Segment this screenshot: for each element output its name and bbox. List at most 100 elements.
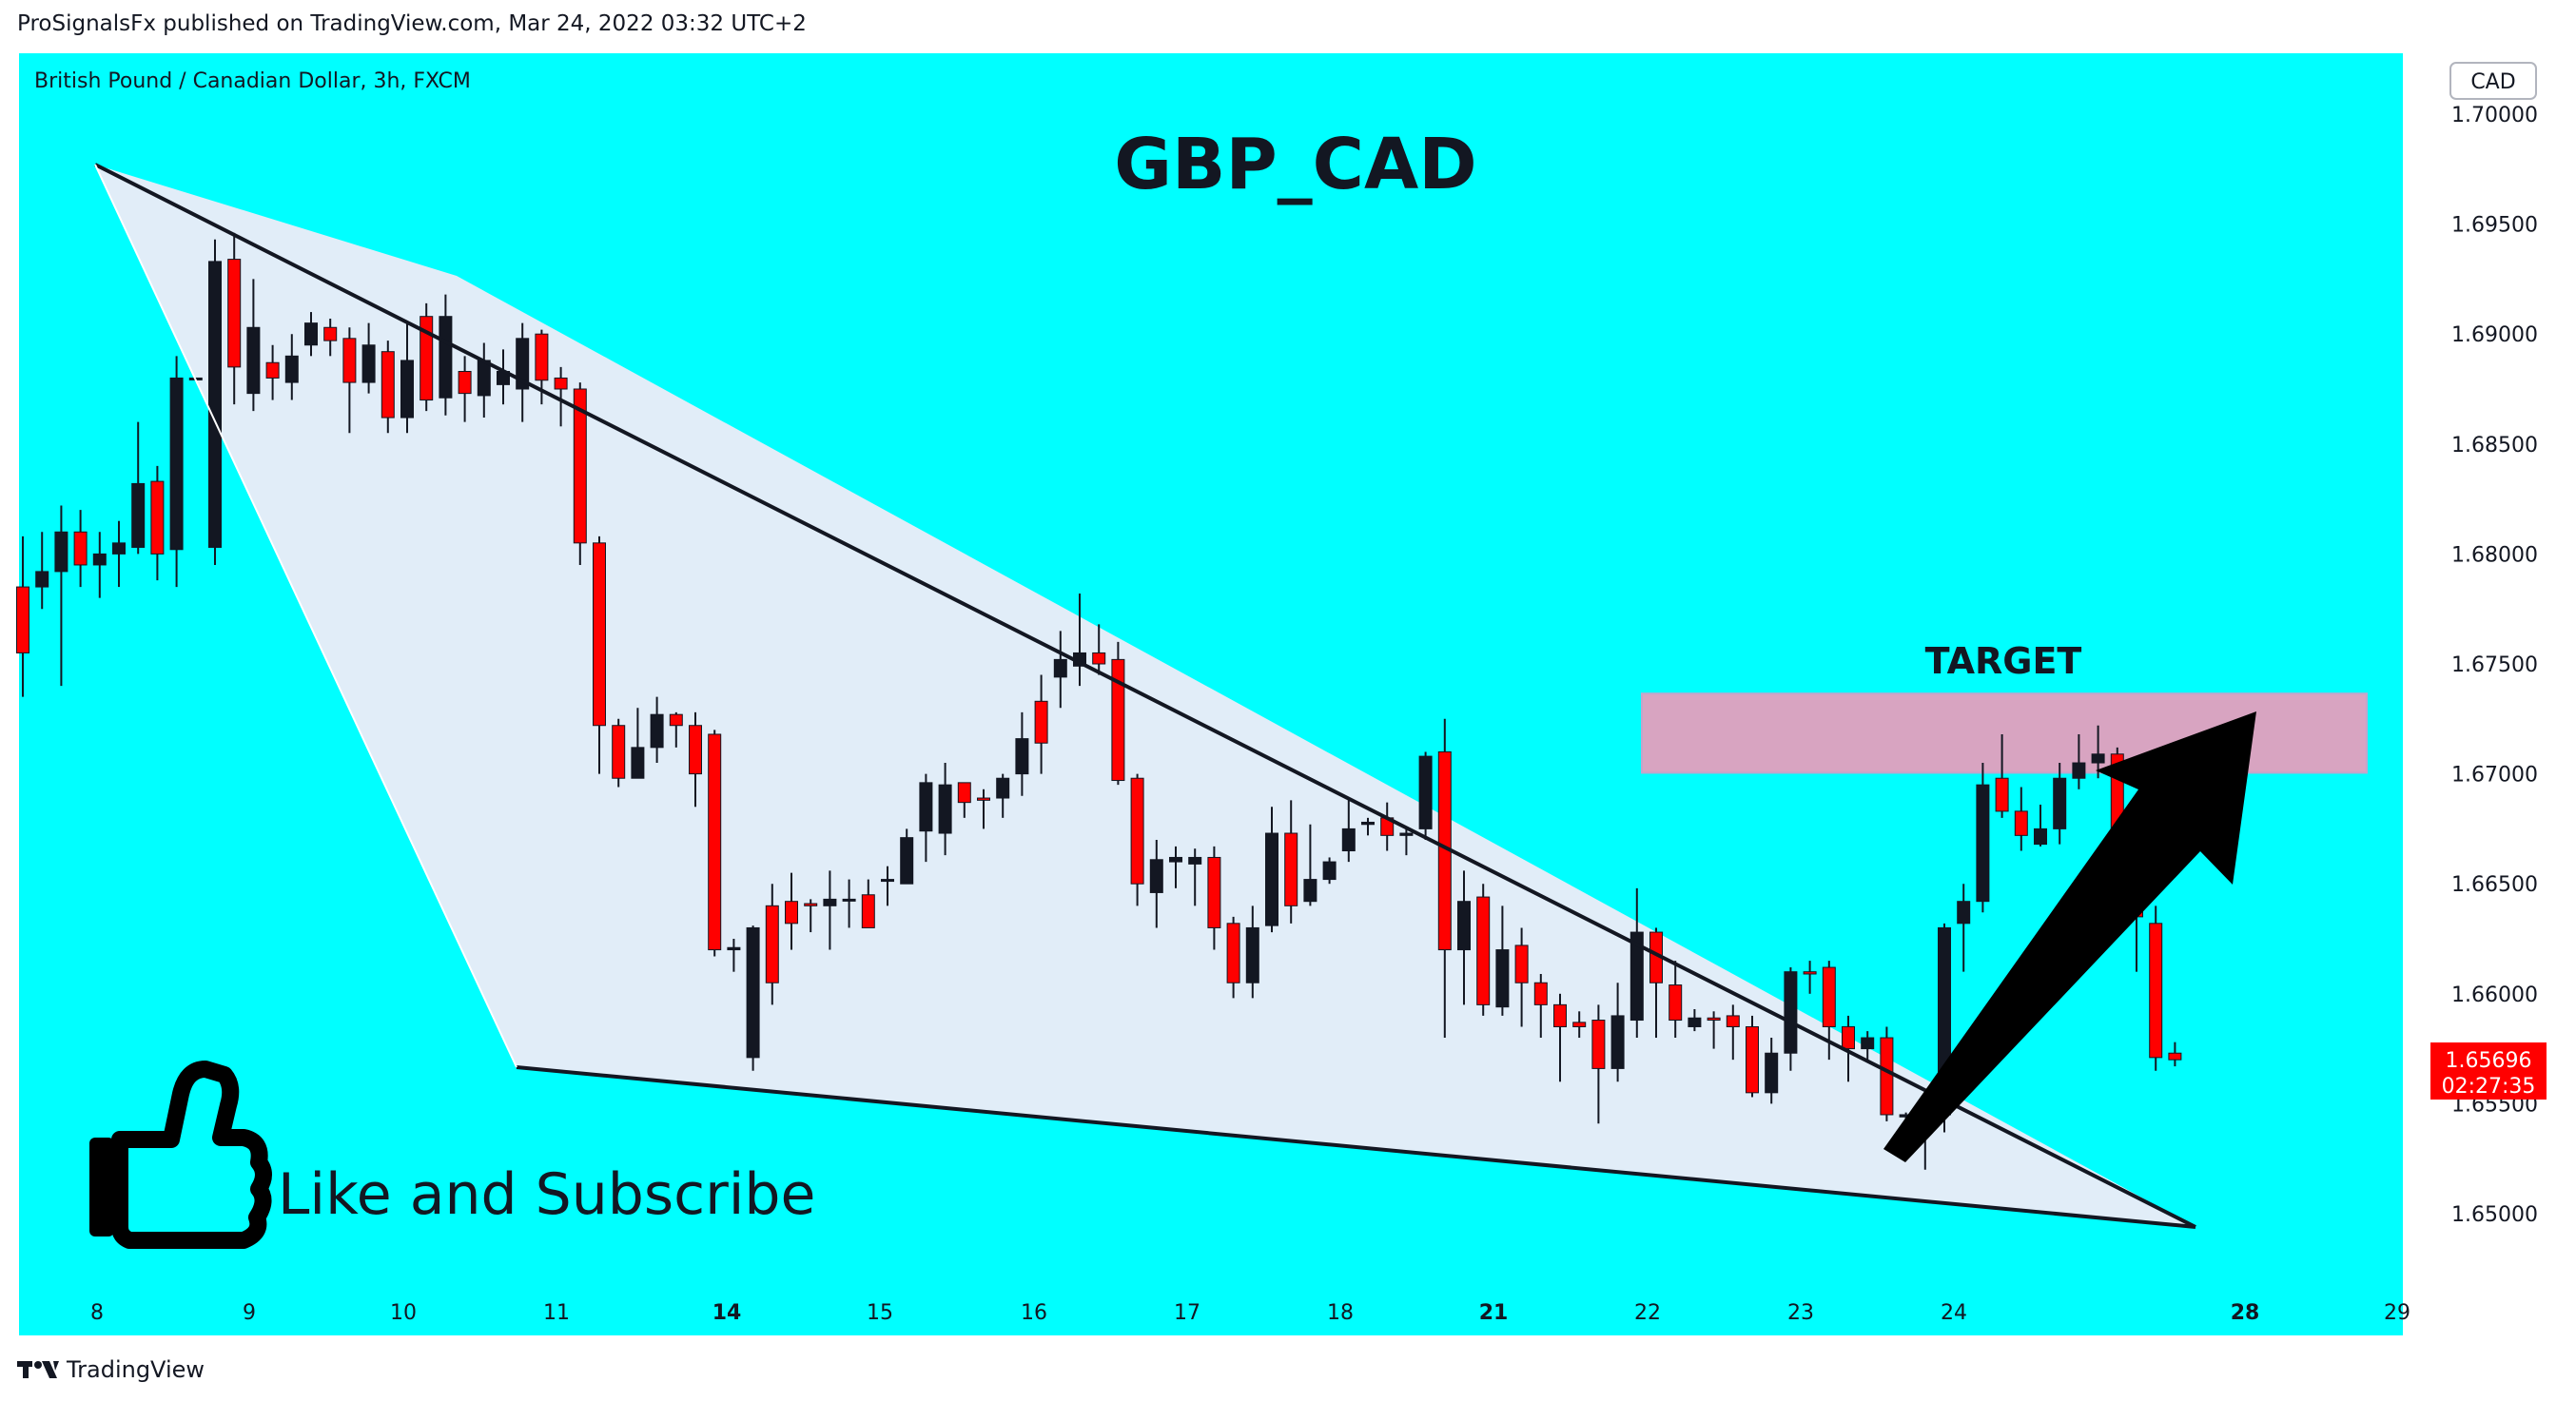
candle: [1341, 800, 1356, 863]
time-tick-label: 16: [1021, 1301, 1047, 1325]
candle-body: [1188, 856, 1202, 865]
candle-body: [304, 322, 318, 346]
candle: [804, 899, 818, 933]
candle-body: [669, 713, 683, 727]
candle-body: [765, 905, 779, 983]
candle: [612, 718, 626, 788]
candle-body: [573, 388, 587, 544]
candle-body: [1341, 828, 1356, 852]
candle: [1784, 967, 1798, 1071]
candle-body: [1245, 926, 1259, 983]
candle: [938, 763, 952, 856]
candle: [977, 789, 990, 829]
candle-body: [2053, 777, 2067, 829]
candle: [1130, 773, 1144, 906]
published-line: ProSignalsFx published on TradingView.co…: [17, 11, 807, 36]
candle-body: [265, 361, 280, 379]
candle: [400, 322, 414, 434]
last-price-marker: 1.65696 02:27:35: [2430, 1042, 2547, 1100]
instrument-label: British Pound / Canadian Dollar, 3h, FXC…: [34, 69, 471, 93]
candle-body: [1361, 821, 1375, 826]
candle: [342, 327, 357, 434]
candle-body: [1053, 658, 1067, 678]
candle: [669, 711, 683, 748]
candle: [2149, 905, 2163, 1071]
currency-badge[interactable]: CAD: [2449, 62, 2537, 100]
candle: [573, 382, 587, 565]
candle-body: [1399, 832, 1414, 836]
time-axis[interactable]: 8 9 10 11 14 15 16 17 18 21 22 23 24 28 29: [90, 1301, 2410, 1325]
candle: [1533, 973, 1548, 1039]
candle: [1015, 711, 1029, 796]
candle: [957, 782, 971, 818]
candle-body: [1265, 832, 1278, 926]
candle-body: [1303, 879, 1317, 903]
candle: [54, 505, 68, 687]
candle: [131, 421, 146, 555]
last-price-value: 1.65696: [2446, 1049, 2532, 1073]
candle-body: [73, 531, 88, 566]
candle: [900, 828, 914, 885]
candle-body: [439, 316, 453, 399]
candle: [1726, 1004, 1740, 1061]
tradingview-logo-icon: [17, 1361, 59, 1378]
candle: [1669, 961, 1683, 1039]
candle-body: [2014, 810, 2028, 836]
candle-body: [1207, 856, 1221, 928]
candle-body: [554, 377, 568, 390]
candle: [1746, 1015, 1759, 1098]
candle: [246, 279, 261, 412]
candle-body: [35, 571, 49, 588]
candle-body: [1322, 861, 1337, 881]
candle-body: [1418, 755, 1433, 829]
like-subscribe-label: Like and Subscribe: [278, 1161, 815, 1228]
price-tick-label: 1.68500: [2451, 434, 2538, 458]
candle: [1149, 839, 1163, 928]
candle: [1803, 961, 1817, 994]
candle-body: [516, 338, 530, 390]
candle-body: [420, 316, 434, 401]
candle: [861, 879, 875, 928]
candle: [516, 322, 530, 422]
candle-body: [1149, 859, 1163, 893]
time-tick-label: 29: [2384, 1301, 2410, 1325]
candle: [1361, 817, 1375, 836]
candle-body: [1284, 832, 1298, 906]
candle: [1572, 1011, 1587, 1039]
candle: [1649, 927, 1663, 1039]
candle-body: [1169, 856, 1182, 863]
candle-body: [1861, 1037, 1875, 1050]
price-tick-label: 1.70000: [2451, 104, 2538, 127]
candle-body: [284, 355, 299, 383]
candle-body: [612, 725, 626, 779]
candle: [1553, 993, 1567, 1082]
candle: [727, 939, 741, 972]
wedge-left-edge: [94, 164, 517, 1068]
currency-badge-label: CAD: [2470, 70, 2515, 94]
candle-body: [1707, 1017, 1721, 1022]
candle-body: [92, 553, 107, 566]
candle: [304, 312, 318, 357]
candle-body: [1957, 901, 1971, 925]
candle-body: [1784, 971, 1798, 1054]
candle-body: [861, 894, 875, 928]
time-tick-label: 11: [543, 1301, 570, 1325]
candle: [746, 925, 760, 1071]
candle: [2168, 1042, 2182, 1067]
tradingview-brand[interactable]: TradingView: [17, 1354, 205, 1385]
candle: [631, 708, 645, 779]
candle: [1861, 1031, 1875, 1061]
candle-body: [381, 351, 395, 419]
candle-body: [16, 586, 29, 653]
candle: [881, 866, 894, 906]
candle-body: [1880, 1037, 1894, 1116]
candle: [1322, 857, 1337, 885]
price-tick-label: 1.69500: [2451, 214, 2538, 238]
candle-body: [1533, 982, 1548, 1005]
price-tick-label: 1.69000: [2451, 323, 2538, 347]
candle-body: [900, 837, 914, 885]
candle: [593, 535, 606, 774]
candle: [227, 232, 242, 405]
time-tick-label: 10: [390, 1301, 417, 1325]
